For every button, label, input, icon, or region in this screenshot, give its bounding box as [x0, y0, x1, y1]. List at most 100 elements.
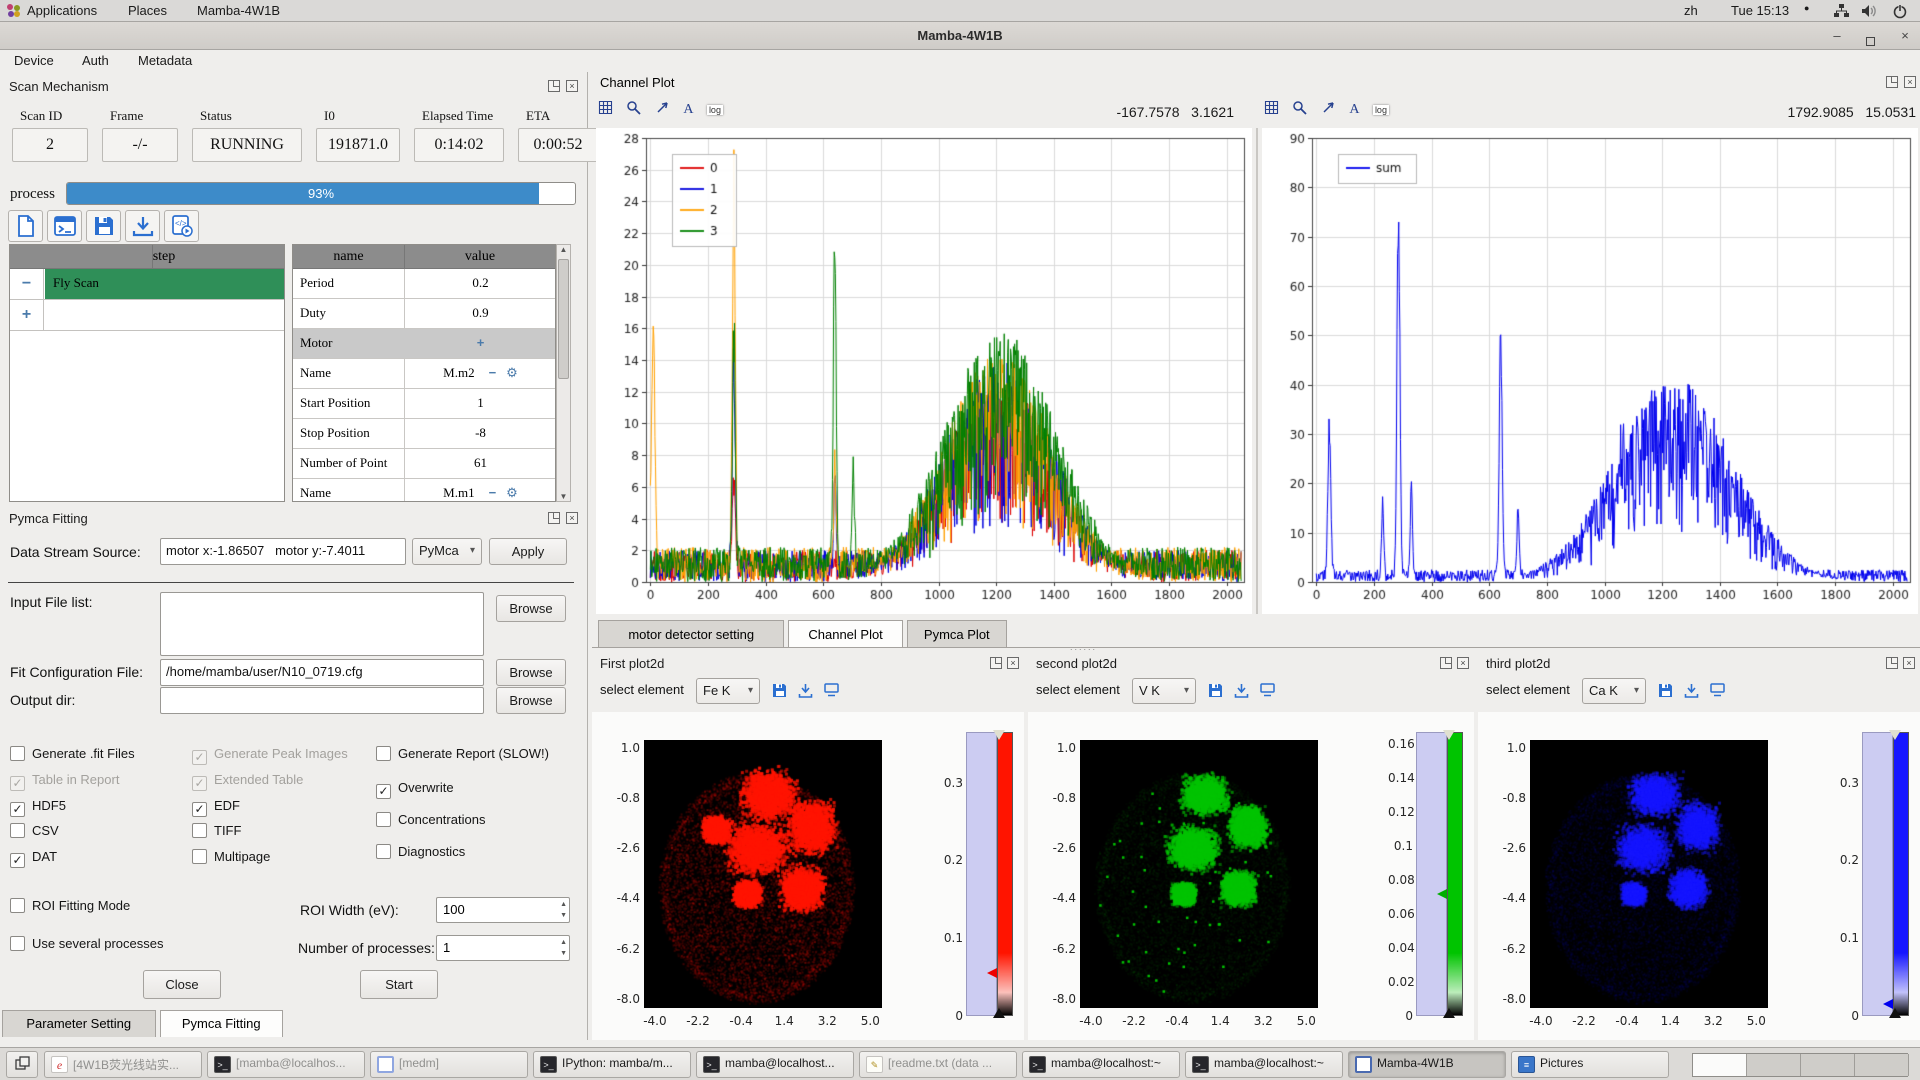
dock-close-icon[interactable]: ×	[566, 80, 578, 92]
checkbox-concentrations[interactable]: Concentrations	[376, 812, 485, 830]
gear-icon[interactable]: ⚙	[506, 365, 518, 380]
checkbox-use-several-processes[interactable]: Use several processes	[10, 936, 164, 954]
engine-dropdown[interactable]: PyMca▾	[412, 538, 482, 565]
workspace-4[interactable]	[1855, 1054, 1909, 1076]
colorbar-gradient[interactable]	[997, 732, 1013, 1016]
colormap-min-handle[interactable]	[1443, 1008, 1455, 1018]
close-button[interactable]: Close	[143, 970, 221, 999]
checkbox-box[interactable]: ✓	[376, 784, 391, 799]
volume-icon[interactable]	[1861, 3, 1877, 22]
pan-arrow-icon[interactable]	[1321, 100, 1336, 120]
dock-float-icon[interactable]	[1886, 76, 1898, 88]
minimize-button[interactable]: –	[1828, 28, 1846, 44]
dock-close-icon[interactable]: ×	[1007, 657, 1019, 669]
taskbar-button-editor[interactable]: ✎[readme.txt (data ...	[859, 1051, 1017, 1078]
checkbox-generate-fit-files[interactable]: Generate .fit Files	[10, 746, 135, 764]
checkbox-diagnostics[interactable]: Diagnostics	[376, 844, 465, 862]
checkbox-box[interactable]	[10, 746, 25, 761]
screenshot-icon[interactable]	[824, 683, 840, 700]
checkbox-box[interactable]: ✓	[192, 776, 207, 791]
download-icon[interactable]	[125, 210, 160, 242]
menu-device[interactable]: Device	[14, 53, 54, 68]
taskbar-button-medm[interactable]: [medm]	[370, 1051, 528, 1078]
workspace-3[interactable]	[1801, 1054, 1855, 1076]
checkbox-box[interactable]: ✓	[192, 750, 207, 765]
checkbox-roi-fitting-mode[interactable]: ROI Fitting Mode	[10, 898, 130, 916]
apply-button[interactable]: Apply	[489, 538, 567, 565]
nproc-spinbox[interactable]: 1▲▼	[436, 935, 570, 961]
param-value[interactable]: M.m1−⚙	[406, 479, 555, 502]
element-dropdown[interactable]: Ca K▾	[1582, 678, 1646, 704]
checkbox-box[interactable]: ✓	[10, 776, 25, 791]
remove-motor-icon[interactable]: −	[489, 485, 497, 500]
taskbar-button-terminal[interactable]: >_[mamba@localhos...	[207, 1051, 365, 1078]
step-name[interactable]: Fly Scan	[45, 269, 284, 299]
splitter-handle[interactable]: ......	[1070, 642, 1110, 646]
device-name[interactable]: M.m2	[443, 365, 474, 380]
checkbox-table-in-report[interactable]: ✓Table in Report	[10, 772, 119, 790]
channel-plot-canvas-sum[interactable]	[1262, 128, 1918, 614]
zoom-icon[interactable]	[1292, 100, 1307, 120]
step-table-row[interactable]: +	[10, 300, 284, 331]
param-value[interactable]: M.m2−⚙	[406, 359, 555, 388]
checkbox-box[interactable]	[192, 823, 207, 838]
dock-float-icon[interactable]	[548, 80, 560, 92]
checkbox-generate-peak-images[interactable]: ✓Generate Peak Images	[192, 746, 348, 764]
remove-step-button[interactable]: −	[10, 269, 44, 299]
checkbox-tiff[interactable]: TIFF	[192, 823, 241, 841]
plot2d-image-ca-k[interactable]	[1530, 740, 1768, 1008]
new-file-icon[interactable]	[8, 210, 43, 242]
tab-parameter-setting[interactable]: Parameter Setting	[2, 1010, 156, 1037]
taskbar-button-terminal[interactable]: >_mamba@localhost...	[696, 1051, 854, 1078]
param-value[interactable]: 61	[406, 449, 555, 478]
checkbox-csv[interactable]: CSV	[10, 823, 59, 841]
colormap-widget[interactable]: 00.10.20.3	[938, 728, 1020, 1024]
element-dropdown[interactable]: V K▾	[1132, 678, 1196, 704]
dock-close-icon[interactable]: ×	[566, 512, 578, 524]
checkbox-box[interactable]	[192, 849, 207, 864]
param-value[interactable]: 1	[406, 389, 555, 418]
data-stream-input[interactable]: motor x:-1.86507 motor y:-7.4011	[160, 538, 406, 565]
autoscale-icon[interactable]: A	[1349, 102, 1359, 118]
colormap-min-handle[interactable]	[1889, 1008, 1901, 1018]
browse-config-button[interactable]: Browse	[496, 659, 566, 686]
autoscale-icon[interactable]: A	[683, 102, 693, 118]
colormap-widget[interactable]: 00.10.20.3	[1834, 728, 1916, 1024]
tab-motor-detector-setting[interactable]: motor detector setting	[598, 620, 784, 648]
checkbox-hdf5[interactable]: ✓HDF5	[10, 798, 66, 816]
dock-close-icon[interactable]: ×	[1457, 657, 1469, 669]
save-icon[interactable]	[86, 210, 121, 242]
colorbar-gradient[interactable]	[1893, 732, 1909, 1016]
screenshot-icon[interactable]	[1710, 683, 1726, 700]
tab-pymca-plot[interactable]: Pymca Plot	[907, 620, 1007, 648]
keyboard-layout-indicator[interactable]: zh	[1684, 3, 1698, 18]
add-step-button[interactable]: +	[10, 300, 44, 330]
window-list-icon[interactable]	[6, 1051, 38, 1078]
pan-arrow-icon[interactable]	[655, 100, 670, 120]
checkbox-extended-table[interactable]: ✓Extended Table	[192, 772, 303, 790]
workspace-2[interactable]	[1747, 1054, 1801, 1076]
grid-icon[interactable]	[598, 100, 613, 120]
menu-applications[interactable]: Applications	[27, 3, 97, 18]
workspace-1[interactable]	[1693, 1054, 1747, 1076]
zoom-icon[interactable]	[626, 100, 641, 120]
tab-channel-plot[interactable]: Channel Plot	[788, 620, 902, 648]
channel-plot-canvas-left[interactable]	[596, 128, 1252, 614]
colormap-max-handle[interactable]	[993, 730, 1005, 740]
checkbox-box[interactable]	[376, 812, 391, 827]
power-icon[interactable]	[1892, 3, 1908, 22]
dock-float-icon[interactable]	[1440, 657, 1452, 669]
colormap-min-handle[interactable]	[993, 1008, 1005, 1018]
log-scale-icon[interactable]: log	[1373, 105, 1389, 115]
roi-width-spinbox[interactable]: 100▲▼	[436, 897, 570, 923]
plot-splitter[interactable]	[1256, 128, 1258, 614]
taskbar-button-drawer[interactable]: ≡Pictures	[1511, 1051, 1669, 1078]
checkbox-dat[interactable]: ✓DAT	[10, 849, 57, 867]
log-scale-icon[interactable]: log	[707, 105, 723, 115]
dock-float-icon[interactable]	[548, 512, 560, 524]
menu-places[interactable]: Places	[128, 3, 167, 18]
gear-icon[interactable]: ⚙	[506, 485, 518, 500]
window-titlebar[interactable]: Mamba-4W1B – ×	[0, 22, 1920, 50]
checkbox-overwrite[interactable]: ✓Overwrite	[376, 780, 454, 798]
download-icon[interactable]	[798, 683, 813, 701]
